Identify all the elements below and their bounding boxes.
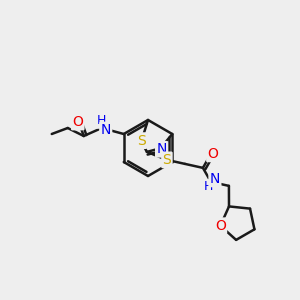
Text: N: N [210,172,220,186]
Text: S: S [163,153,171,167]
Text: H: H [204,180,214,194]
Text: N: N [156,142,167,156]
Text: H: H [97,115,106,128]
Text: O: O [215,219,226,233]
Text: S: S [137,134,146,148]
Text: N: N [100,123,111,137]
Text: O: O [208,147,218,161]
Text: O: O [72,115,83,129]
